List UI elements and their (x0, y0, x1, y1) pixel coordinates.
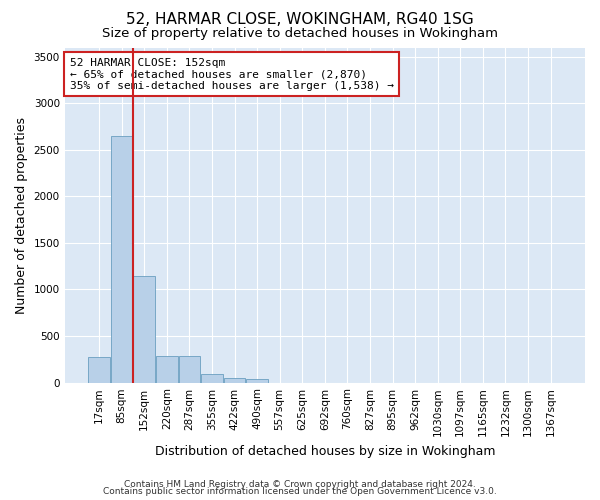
Bar (224, 378, 245, 382)
Bar (156, 356, 178, 382)
Bar (88, 358, 110, 382)
Y-axis label: Number of detached properties: Number of detached properties (15, 116, 28, 314)
Text: Contains HM Land Registry data © Crown copyright and database right 2024.: Contains HM Land Registry data © Crown c… (124, 480, 476, 489)
Text: Contains public sector information licensed under the Open Government Licence v3: Contains public sector information licen… (103, 488, 497, 496)
Text: Size of property relative to detached houses in Wokingham: Size of property relative to detached ho… (102, 28, 498, 40)
Bar (111, 136, 133, 382)
Bar (179, 356, 200, 382)
Text: 52, HARMAR CLOSE, WOKINGHAM, RG40 1SG: 52, HARMAR CLOSE, WOKINGHAM, RG40 1SG (126, 12, 474, 28)
Text: 52 HARMAR CLOSE: 152sqm
← 65% of detached houses are smaller (2,870)
35% of semi: 52 HARMAR CLOSE: 152sqm ← 65% of detache… (70, 58, 394, 91)
Bar (201, 374, 223, 382)
X-axis label: Distribution of detached houses by size in Wokingham: Distribution of detached houses by size … (155, 444, 495, 458)
Bar (133, 276, 155, 382)
Bar (247, 380, 268, 382)
